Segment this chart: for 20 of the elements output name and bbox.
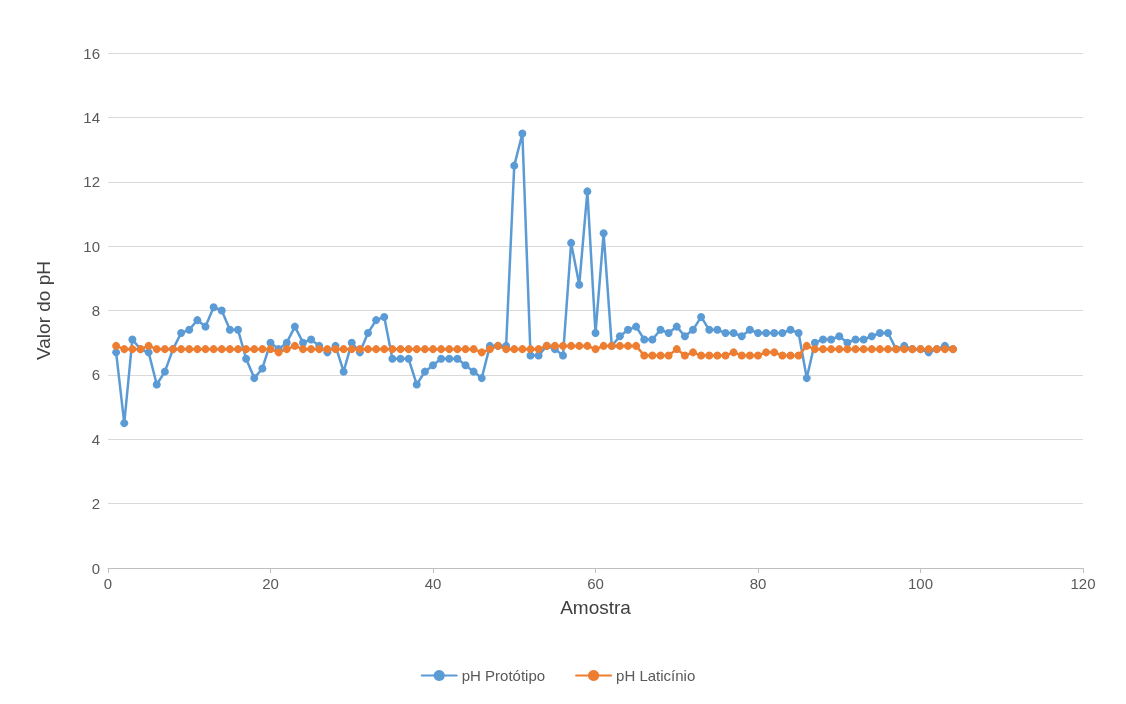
- y-tick-label: 0: [91, 559, 100, 577]
- x-tick-label: 60: [587, 575, 604, 592]
- y-tick-label: 14: [83, 108, 100, 126]
- y-tick-label: 16: [83, 44, 100, 62]
- x-tick-label: 0: [103, 575, 113, 592]
- x-tick-label: 120: [1070, 575, 1096, 592]
- y-tick-label: 10: [83, 237, 100, 255]
- y-tick-label: 8: [91, 302, 100, 319]
- legend-label: pH Laticínio: [616, 667, 696, 684]
- x-tick-label: 20: [262, 575, 279, 592]
- y-tick-label: 12: [83, 173, 100, 191]
- x-tick-label: 100: [907, 575, 934, 592]
- x-tick-label: 80: [749, 575, 767, 592]
- y-tick-label: 6: [91, 366, 100, 384]
- x-tick-label: 40: [424, 575, 442, 592]
- x-axis-title: Amostra: [560, 597, 632, 618]
- y-axis-title: Valor do pH: [33, 261, 54, 360]
- legend-label: pH Protótipo: [461, 667, 546, 684]
- y-tick-label: 4: [91, 430, 100, 448]
- y-tick-label: 2: [91, 495, 100, 513]
